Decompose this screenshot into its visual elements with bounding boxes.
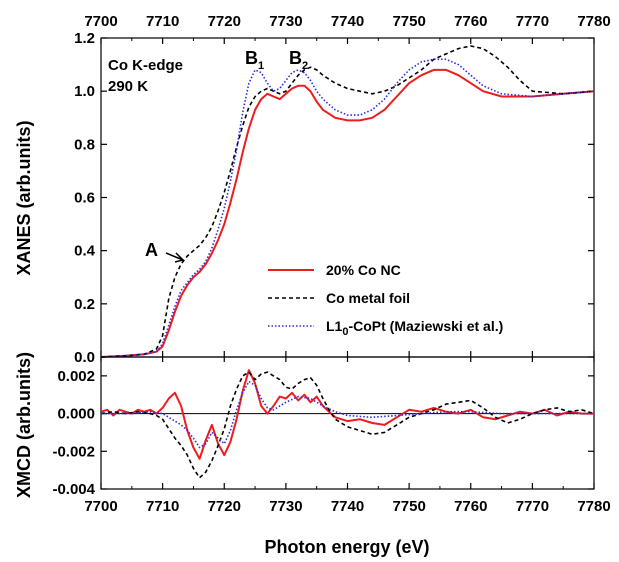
peak-a-arrow	[165, 252, 185, 263]
bottom-x-tick-label: 7740	[331, 498, 364, 515]
xanes-y-tick-label: 1.2	[74, 30, 95, 47]
xmcd-series-line-3	[101, 380, 594, 449]
bottom-x-tick-label: 7780	[577, 498, 610, 515]
peak-b1-main: B	[245, 48, 258, 68]
xanes-series	[100, 45, 595, 358]
xanes-y-axis-label: XANES (arb.units)	[14, 120, 34, 275]
xmcd-series-line-2	[100, 371, 595, 479]
peak-label-a: A	[145, 240, 158, 260]
peak-b2-sub: 2	[302, 60, 308, 72]
legend-label-copt: L10-CoPt (Maziewski et al.)	[326, 318, 503, 338]
top-x-tick-label: 7740	[331, 13, 364, 30]
xmcd-panel: 7700 7710 7720 7730 7740 7750 7760 7770 7780 -0.…	[14, 352, 611, 557]
legend-label-nc: 20% Co NC	[326, 262, 401, 278]
top-x-tick-label: 7760	[454, 13, 487, 30]
top-x-tick-label: 7750	[392, 13, 425, 30]
xanes-y-tick-label: 0.0	[74, 349, 95, 366]
xanes-panel: 7700 7710 7720 7730 7740 7750 7760 7770 7780 0.0…	[14, 13, 611, 366]
xmcd-series-line-1	[100, 369, 594, 460]
bottom-axis-ticks: 7700 7710 7720 7730 7740 7750 7760 7770 7780	[84, 357, 611, 515]
bottom-x-tick-label: 7760	[454, 498, 487, 515]
legend-copt-sub: 0	[342, 326, 348, 338]
x-axis-label: Photon energy (eV)	[264, 537, 429, 557]
top-x-tick-label: 7780	[577, 13, 610, 30]
legend-copt-rest: -CoPt (Maziewski et al.)	[348, 318, 503, 334]
bottom-x-tick-label: 7730	[269, 498, 302, 515]
peak-label-b2: B2	[289, 48, 308, 72]
xanes-series-line-1	[100, 68, 595, 358]
bottom-x-tick-label: 7720	[208, 498, 241, 515]
top-x-tick-label: 7720	[208, 13, 241, 30]
bottom-x-tick-label: 7700	[84, 498, 117, 515]
peak-b2-main: B	[289, 48, 302, 68]
legend: 20% Co NC Co metal foil L10-CoPt (Maziew…	[268, 262, 503, 338]
xmcd-y-tick-label: -0.004	[52, 481, 95, 498]
xmcd-plot-frame	[100, 356, 595, 490]
peak-label-b1: B1	[245, 48, 264, 72]
xanes-y-tick-label: 0.6	[74, 190, 95, 207]
top-x-tick-label: 7770	[516, 13, 549, 30]
xmcd-y-axis-label: XMCD (arb.units)	[14, 352, 34, 498]
legend-copt-main: L1	[326, 318, 343, 334]
edge-annotation-line1: Co K-edge	[108, 57, 183, 74]
xmcd-y-ticks: -0.004 -0.002 0.000 0.002	[52, 368, 594, 498]
bottom-x-tick-label: 7750	[392, 498, 425, 515]
xmcd-y-tick-label: 0.002	[57, 368, 95, 385]
top-x-tick-label: 7730	[269, 13, 302, 30]
xanes-series-line-3	[100, 58, 595, 358]
bottom-x-tick-label: 7770	[516, 498, 549, 515]
top-axis-ticks: 7700 7710 7720 7730 7740 7750 7760 7770 7780	[84, 13, 611, 357]
xanes-y-tick-label: 0.4	[74, 243, 96, 260]
xmcd-series	[100, 369, 595, 479]
xanes-y-ticks: 0.0 0.2 0.4 0.6 0.8 1.0 1.2	[74, 30, 594, 366]
top-x-tick-label: 7700	[84, 13, 117, 30]
top-x-tick-label: 7710	[146, 13, 179, 30]
xmcd-y-tick-label: 0.000	[57, 406, 95, 423]
xanes-y-tick-label: 1.0	[74, 83, 95, 100]
xanes-series-line-2	[100, 45, 595, 358]
edge-annotation-line2: 290 K	[108, 78, 148, 95]
peak-b1-sub: 1	[258, 60, 264, 72]
xmcd-y-tick-label: -0.002	[52, 443, 95, 460]
legend-label-foil: Co metal foil	[326, 290, 410, 306]
bottom-x-tick-label: 7710	[146, 498, 179, 515]
xanes-y-tick-label: 0.2	[74, 296, 95, 313]
xanes-y-tick-label: 0.8	[74, 136, 95, 153]
